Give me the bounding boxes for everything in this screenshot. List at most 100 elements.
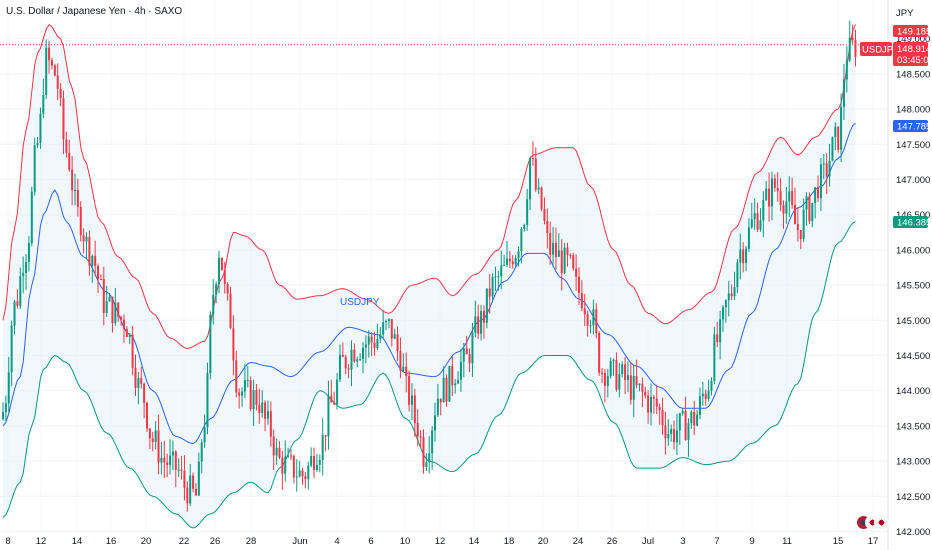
candle-body [50,60,53,66]
candle-body [192,475,195,489]
candle-body [675,430,678,443]
candle-body [71,169,74,191]
time-axis[interactable]: 8 12 14 16 20 22 26 28 Jun 4 6 10 12 14 18 20 24 26 Jul 3 7 9… [5,536,878,547]
candle-body [791,191,794,205]
candle-body [379,334,382,340]
candle-body [321,435,324,461]
candle-body [410,395,413,405]
x-tick-label: Jul [642,536,654,547]
candle-body [770,178,773,207]
price-badge-bg [893,42,928,66]
candle-body [647,395,650,413]
candle-body [177,469,180,471]
x-tick-label: 7 [714,536,719,547]
candle-body [235,360,238,393]
candle-body [451,365,454,386]
candle-body [454,383,457,386]
candle-body [687,423,690,441]
candle-body [641,383,644,392]
x-tick-label: 10 [400,536,411,547]
candle-body [779,191,782,205]
candle-body [278,447,281,458]
candle-body [497,276,500,278]
candle-body [531,158,534,160]
candle-body [566,247,569,255]
candle-body [94,255,97,266]
candle-body [747,227,750,249]
candle-body [330,395,333,403]
candle-body [120,316,123,320]
lower-band-badge-bg [893,216,928,228]
x-tick-label: 26 [607,536,618,547]
candle-body [229,293,232,329]
upper-band-badge: 147.785 [893,120,931,133]
candle-body [157,430,160,463]
y-tick-label: 143.500 [896,421,930,432]
series-label: USDJPY [340,297,380,308]
candle-body [635,376,638,386]
candle-body [226,283,229,294]
candle-body [151,438,154,442]
candle-body [434,415,436,431]
candle-body [612,359,615,362]
candle-body [255,390,258,405]
candle-body [445,377,448,402]
candle-body [785,201,788,214]
x-tick-label: 17 [868,536,879,547]
y-tick-label: 144.500 [896,351,930,362]
candle-body [102,279,105,313]
candle-body [678,413,681,431]
candle-body [439,398,442,403]
candle-body [405,366,408,376]
candle-body [520,228,523,252]
candle-body [759,220,762,230]
y-tick-label: 147.000 [896,175,930,186]
candle-body [408,375,411,405]
candle-body [615,359,618,390]
candle-body [514,258,517,265]
candle-body [62,98,65,140]
countdown-text: 03:45:05 [897,55,932,66]
candle-body [215,284,218,295]
candle-body [750,219,753,228]
candle-body [327,395,330,437]
candle-body [45,47,48,96]
candle-body [223,269,226,284]
candle-body [318,460,321,465]
candle-body [359,358,362,360]
candle-body [56,75,59,89]
candle-body [788,191,791,202]
candle-body [344,356,347,369]
candlestick-series [2,20,857,512]
y-tick-label: 148.500 [896,69,930,80]
candle-body [724,300,727,308]
price-axis[interactable]: 142.000 142.500 143.000 143.500 144.000 144.5… [887,0,930,550]
x-tick-label: 16 [106,536,117,547]
events-indicator[interactable] [856,515,890,530]
candle-body [367,336,370,345]
candle-body [626,375,629,380]
upper-band-badge-bg [893,120,928,132]
x-tick-label: 3 [680,536,685,547]
candle-body [48,47,51,61]
candle-body [425,462,428,467]
candle-body [650,397,652,413]
candle-body [212,294,215,315]
candle-body [174,451,177,471]
candle-body [246,380,249,382]
candle-body [462,348,465,362]
candle-body [419,436,422,438]
candle-body [667,433,670,439]
candle-body [140,377,143,384]
candle-body [840,106,843,150]
candle-body [324,435,327,437]
x-tick-label: 15 [833,536,844,547]
candle-body [848,37,851,61]
candle-body [180,469,183,471]
candle-body [287,455,290,457]
candle-body [218,257,220,285]
candle-body [782,204,785,214]
candle-body [59,88,62,99]
candle-body [7,372,10,404]
